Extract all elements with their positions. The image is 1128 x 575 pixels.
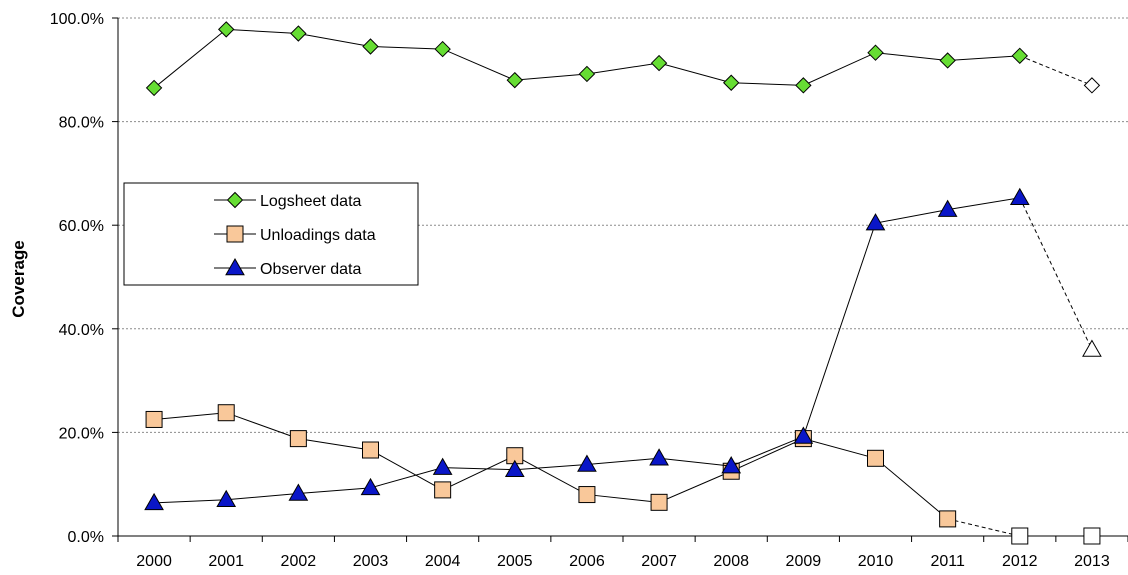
logsheet-data-point [506, 71, 523, 89]
y-axis-title: Coverage [9, 240, 28, 317]
logsheet-data-point [434, 40, 451, 58]
observer-data-point [721, 456, 742, 474]
x-tick-label: 2000 [136, 553, 172, 570]
x-tick-label: 2011 [930, 553, 965, 570]
logsheet-data-point [939, 52, 956, 69]
unloadings-data-series [145, 404, 1101, 545]
logsheet-data-point [1011, 47, 1028, 65]
logsheet-data-projection-line [1019, 55, 1093, 86]
y-tick-label: 20.0% [59, 425, 104, 442]
observer-data-projected-point [1082, 339, 1102, 357]
logsheet-data-point [723, 74, 740, 91]
observer-data-series [144, 187, 1102, 511]
observer-data-point [865, 213, 886, 231]
legend-label: Unloadings data [260, 227, 376, 244]
observer-data-point [1009, 187, 1030, 205]
x-tick-label: 2005 [497, 553, 533, 570]
unloadings-data-point [362, 441, 379, 459]
unloadings-data-point [434, 481, 452, 499]
observer-data-point [288, 483, 309, 501]
observer-data-point [649, 448, 669, 466]
x-tick-label: 2012 [1002, 553, 1038, 570]
axes: 0.0% 20.0% 40.0% 60.0% 80.0% 100.0% 2000 2001 20… [50, 11, 1128, 570]
y-tick-label: 100.0% [50, 11, 104, 28]
logsheet-data-point [218, 21, 235, 38]
x-tick-label: 2007 [641, 553, 677, 570]
legend-marker [226, 225, 244, 243]
x-tick-label: 2006 [569, 553, 605, 570]
observer-data-point [144, 492, 164, 511]
logsheet-data-point [795, 77, 812, 94]
logsheet-data-point [145, 79, 163, 97]
legend-box [123, 182, 419, 286]
x-tick-label: 2010 [858, 553, 894, 570]
observer-data-point [577, 454, 597, 472]
unloadings-data-point [939, 510, 957, 528]
y-tick-label: 60.0% [59, 218, 104, 235]
observer-data-point [360, 477, 381, 496]
logsheet-data-projected-point [1083, 77, 1101, 94]
unloadings-data-point [578, 486, 596, 504]
logsheet-data-point [290, 25, 307, 42]
observer-data-point [216, 489, 237, 507]
legend-label: Logsheet data [260, 193, 362, 210]
unloadings-data-projection-line [947, 518, 1020, 537]
unloadings-data-point [217, 404, 235, 422]
observer-data-point [432, 457, 453, 475]
unloadings-data-point [289, 430, 307, 448]
legend-label: Observer data [260, 261, 361, 278]
x-tick-label: 2001 [208, 553, 244, 570]
y-tick-label: 80.0% [59, 115, 104, 132]
x-tick-label: 2002 [281, 553, 317, 570]
x-tick-label: 2004 [425, 553, 461, 570]
observer-data-point [793, 426, 814, 444]
unloadings-data-projected-point [1011, 527, 1029, 545]
logsheet-data-point [578, 65, 596, 83]
y-tick-label: 0.0% [68, 529, 104, 546]
x-tick-label: 2003 [353, 553, 389, 570]
x-tick-label: 2009 [786, 553, 822, 570]
unloadings-data-point [867, 449, 884, 467]
series [144, 21, 1102, 545]
x-tick-label: 2008 [713, 553, 749, 570]
logsheet-data-point [867, 44, 884, 61]
legend: Logsheet data Unloadings data Observer dat… [123, 182, 419, 286]
unloadings-data-projected-point [1083, 527, 1101, 545]
unloadings-data-line [154, 412, 948, 520]
unloadings-data-point [650, 493, 668, 511]
x-tick-label: 2013 [1074, 553, 1110, 570]
logsheet-data-point [362, 38, 379, 55]
observer-data-point [937, 199, 958, 217]
observer-data-point [504, 459, 525, 477]
logsheet-data-point [650, 54, 668, 72]
legend-marker [225, 257, 245, 276]
logsheet-data-series [145, 21, 1101, 97]
y-tick-label: 40.0% [59, 322, 104, 339]
legend-marker [226, 191, 244, 209]
unloadings-data-point [145, 410, 163, 428]
observer-data-projection-line [1019, 197, 1093, 350]
